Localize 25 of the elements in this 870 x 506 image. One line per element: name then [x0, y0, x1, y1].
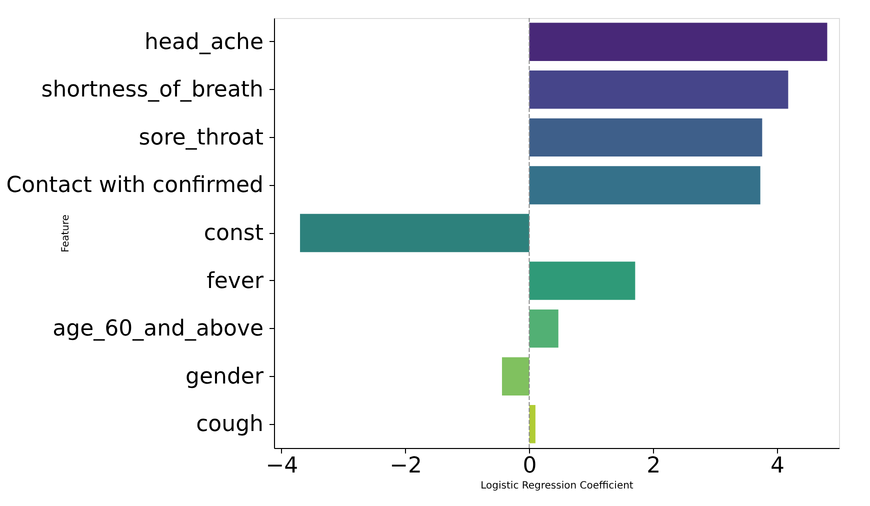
bar — [502, 357, 530, 396]
bar — [529, 118, 762, 157]
y-tick-label: head_ache — [144, 30, 264, 55]
y-tick-label: cough — [196, 412, 264, 438]
x-tick-label: 4 — [770, 454, 785, 478]
x-tick-label: 0 — [522, 454, 537, 478]
x-tick-label: −2 — [390, 454, 422, 478]
y-axis-title: Feature — [60, 214, 72, 252]
bar — [529, 405, 536, 444]
y-tick-label: sore_throat — [138, 125, 264, 150]
bar — [529, 166, 760, 204]
y-tick-label: fever — [206, 268, 264, 294]
bar — [529, 309, 558, 348]
bar — [300, 214, 530, 252]
x-axis-title: Logistic Regression Coefficient — [480, 480, 634, 492]
y-tick-label: const — [204, 221, 264, 246]
bar — [529, 22, 828, 61]
y-tick-label: gender — [186, 364, 264, 390]
bar — [529, 262, 636, 300]
bar — [529, 70, 788, 109]
y-tick-label: shortness_of_breath — [41, 78, 264, 103]
y-tick-label: age_60_and_above — [52, 316, 264, 342]
x-tick-label: 2 — [646, 454, 661, 478]
x-tick-label: −4 — [266, 454, 298, 478]
y-tick-label: Contact with confirmed — [6, 173, 264, 198]
